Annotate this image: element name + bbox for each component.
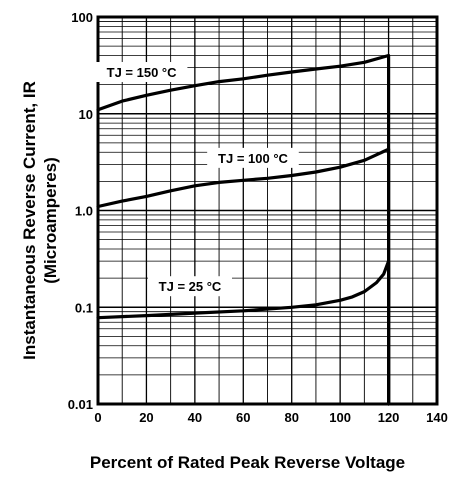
y-tick-label: 0.1 — [75, 300, 93, 315]
label-tj-25: TJ = 25 °C — [159, 279, 222, 294]
y-axis-title-line1: Instantaneous Reverse Current, IR — [20, 81, 39, 360]
y-tick-labels: 100 10 1.0 0.1 0.01 — [68, 10, 93, 412]
x-tick-label: 20 — [139, 410, 153, 425]
series-label-background — [95, 62, 188, 83]
x-tick-label: 100 — [329, 410, 351, 425]
x-tick-label: 80 — [284, 410, 298, 425]
series-label-background — [207, 147, 299, 168]
plot-frame — [96, 15, 439, 406]
x-axis-title: Percent of Rated Peak Reverse Voltage — [90, 453, 405, 472]
x-tick-label: 120 — [378, 410, 400, 425]
y-tick-label: 10 — [79, 107, 93, 122]
y-axis-title-line2: (Microamperes) — [41, 157, 60, 284]
series-label-background — [148, 276, 233, 297]
label-tj-100: TJ = 100 °C — [218, 151, 288, 166]
series-labels: TJ = 150 °C TJ = 100 °C TJ = 25 °C — [95, 62, 299, 297]
x-tick-labels: 0 20 40 60 80 100 120 140 — [94, 410, 447, 425]
x-tick-label: 60 — [236, 410, 250, 425]
series-curves — [96, 53, 391, 406]
x-tick-label: 140 — [426, 410, 448, 425]
curve-tj-25 — [96, 259, 391, 406]
y-tick-label: 100 — [71, 10, 93, 25]
curve-tj-150 — [96, 53, 391, 406]
x-tick-label: 0 — [94, 410, 101, 425]
curve-tj-100 — [96, 147, 391, 406]
y-tick-label: 0.01 — [68, 397, 93, 412]
x-tick-label: 40 — [188, 410, 202, 425]
y-tick-label: 1.0 — [75, 204, 93, 219]
label-tj-150: TJ = 150 °C — [107, 65, 177, 80]
